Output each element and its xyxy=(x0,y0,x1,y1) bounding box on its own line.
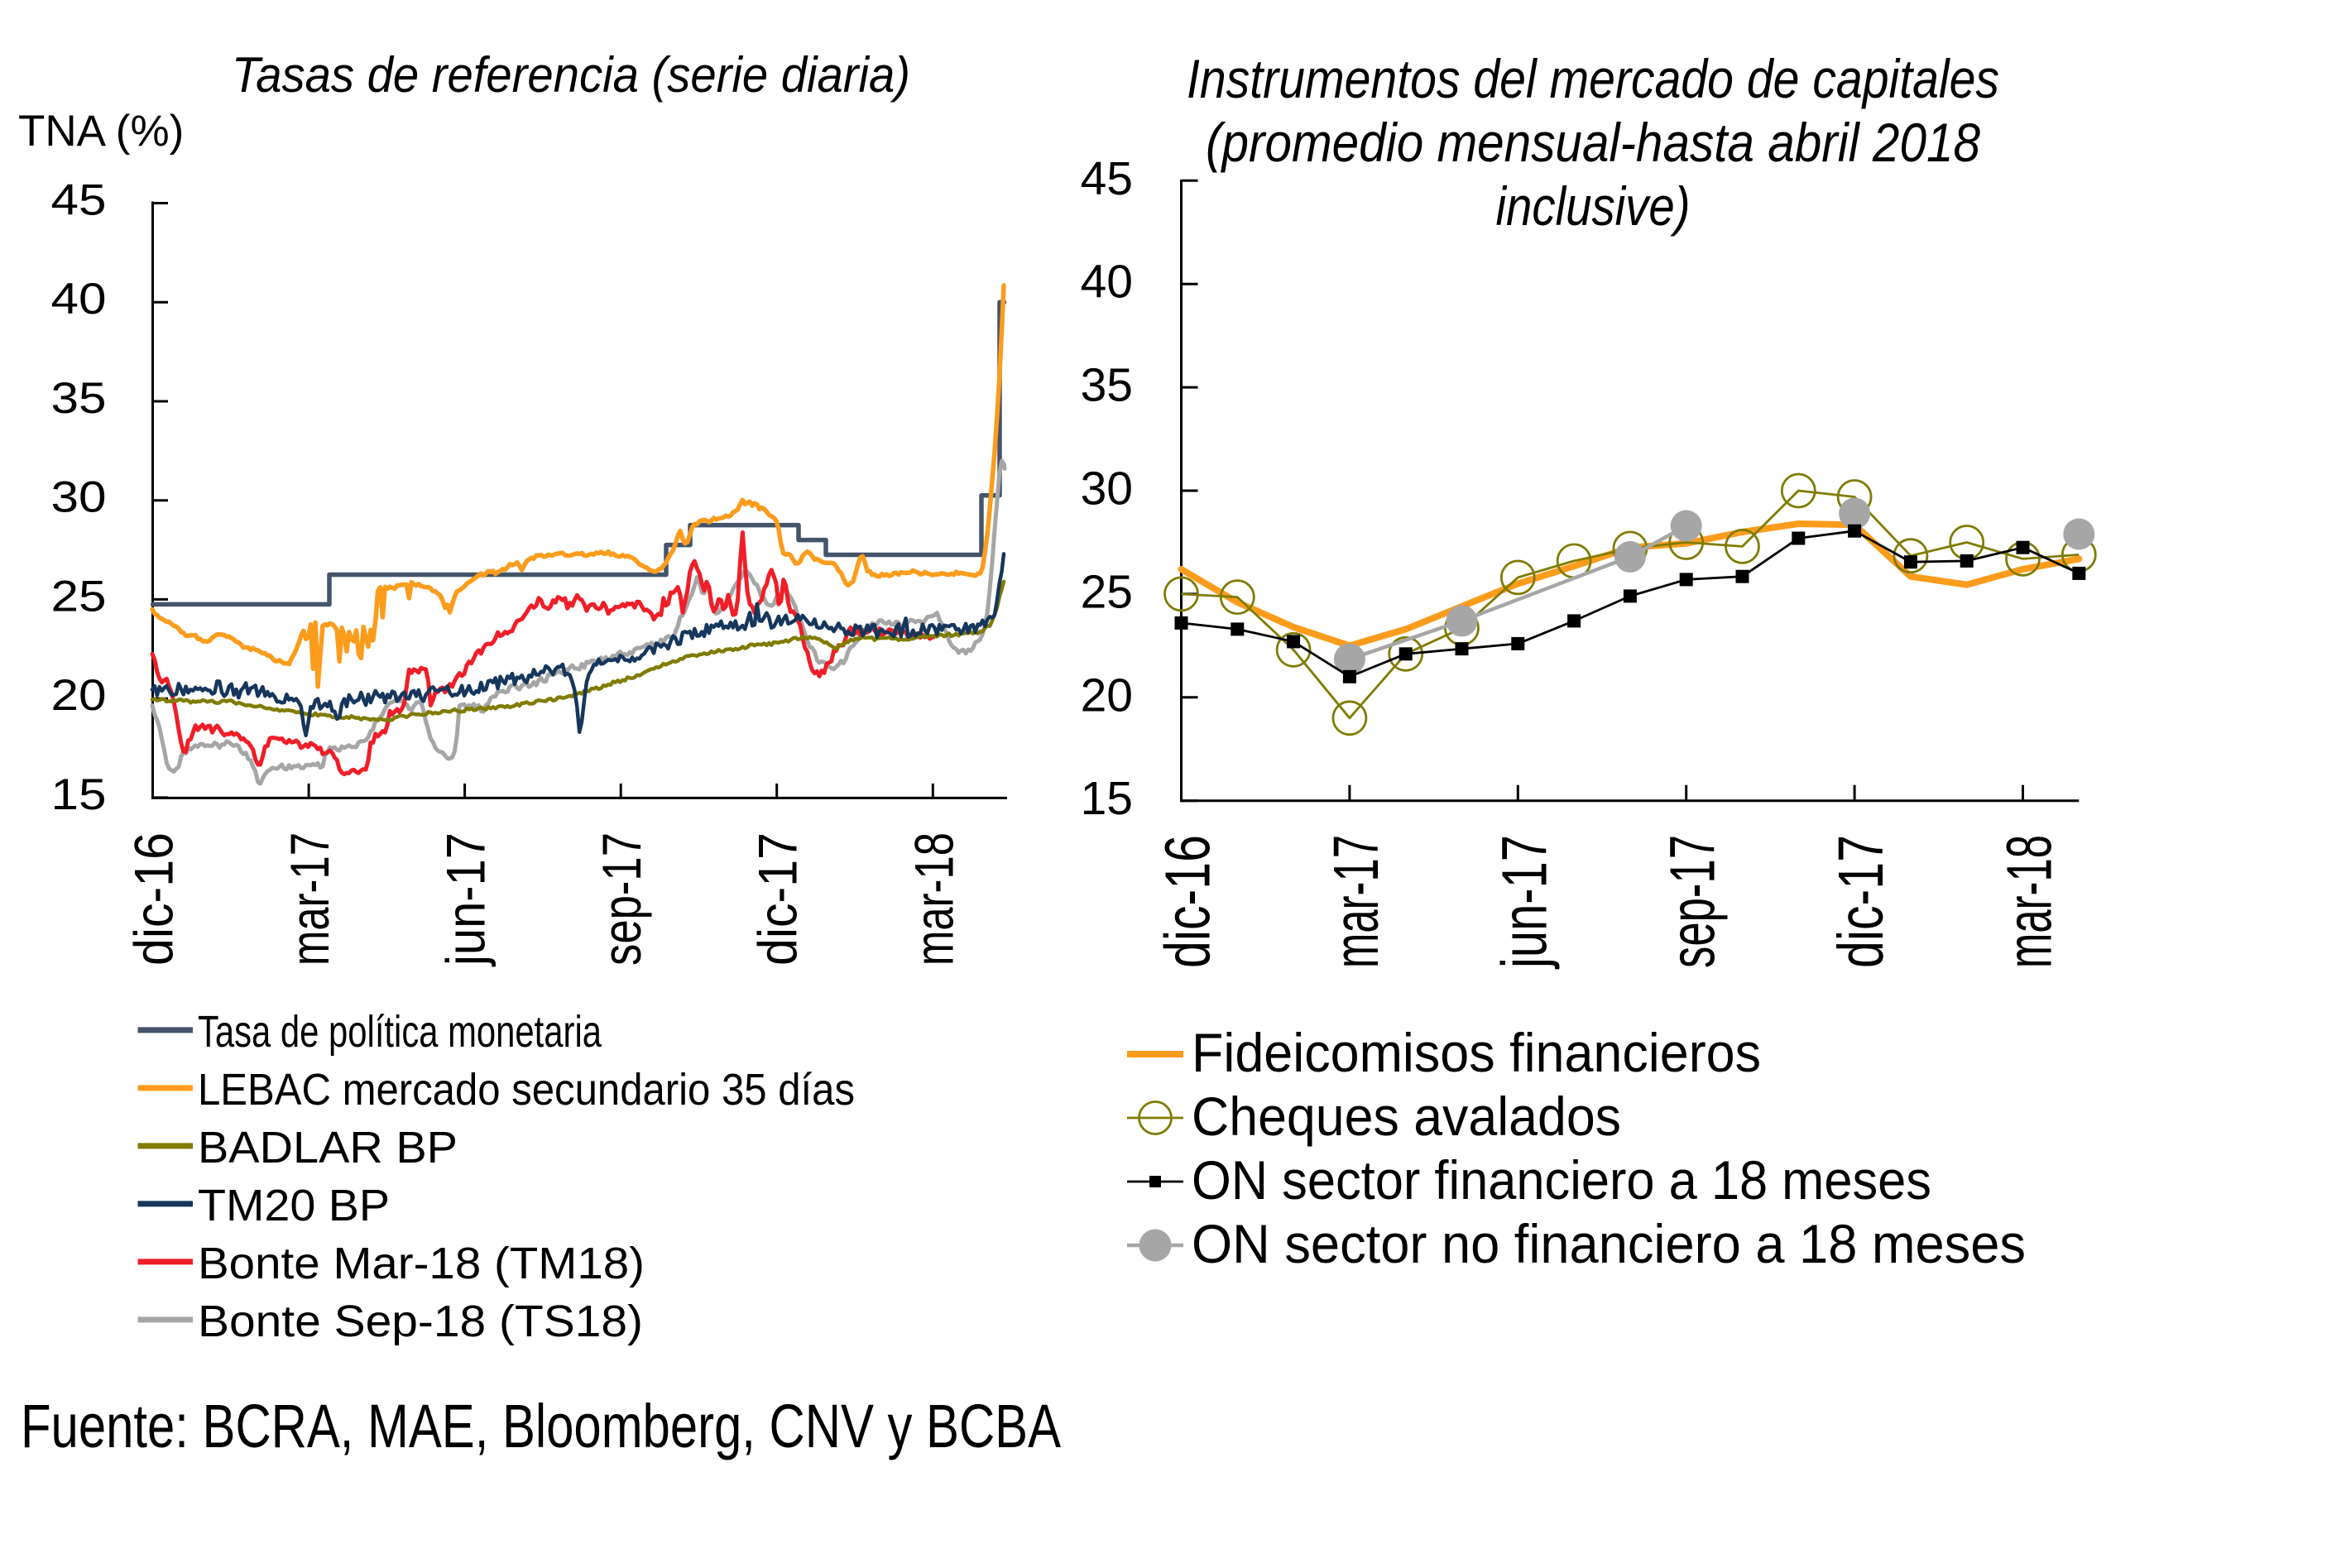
svg-text:20: 20 xyxy=(51,671,107,720)
svg-text:sep-17: sep-17 xyxy=(1658,835,1729,968)
svg-text:Fideicomisos financieros: Fideicomisos financieros xyxy=(1192,1022,1761,1083)
svg-text:jun-17: jun-17 xyxy=(1489,835,1560,970)
svg-text:(promedio mensual-hasta abril: (promedio mensual-hasta abril 2018 xyxy=(1206,112,1980,173)
svg-text:35: 35 xyxy=(51,374,107,423)
svg-text:dic-17: dic-17 xyxy=(747,832,808,966)
svg-text:ON sector financiero a 18 mese: ON sector financiero a 18 meses xyxy=(1192,1149,1931,1211)
svg-text:Bonte Mar-18 (TM18): Bonte Mar-18 (TM18) xyxy=(198,1239,645,1288)
svg-text:TM20 BP: TM20 BP xyxy=(198,1181,390,1230)
svg-text:35: 35 xyxy=(1081,359,1133,412)
svg-text:dic-16: dic-16 xyxy=(123,832,185,966)
svg-text:Bonte Sep-18 (TS18): Bonte Sep-18 (TS18) xyxy=(198,1297,643,1346)
svg-text:30: 30 xyxy=(1081,463,1133,515)
svg-text:Cheques avalados: Cheques avalados xyxy=(1192,1086,1621,1147)
svg-text:45: 45 xyxy=(1081,152,1133,205)
svg-text:40: 40 xyxy=(51,275,107,324)
svg-text:dic-16: dic-16 xyxy=(1153,835,1224,968)
svg-text:Instrumentos del mercado de ca: Instrumentos del mercado de capitales xyxy=(1187,48,1999,109)
svg-text:dic-17: dic-17 xyxy=(1825,835,1897,968)
svg-text:BADLAR BP: BADLAR BP xyxy=(198,1123,458,1172)
svg-text:15: 15 xyxy=(51,770,107,819)
svg-text:30: 30 xyxy=(51,473,107,522)
svg-text:Tasas de referencia (serie dia: Tasas de referencia (serie diaria) xyxy=(232,47,910,103)
svg-text:45: 45 xyxy=(51,176,107,225)
svg-text:mar-18: mar-18 xyxy=(903,832,964,966)
svg-text:15: 15 xyxy=(1081,772,1133,825)
svg-text:mar-17: mar-17 xyxy=(1321,835,1392,968)
svg-text:mar-17: mar-17 xyxy=(279,832,340,966)
svg-text:jun-17: jun-17 xyxy=(435,832,497,967)
svg-text:inclusive): inclusive) xyxy=(1496,175,1691,237)
svg-text:25: 25 xyxy=(51,572,107,621)
svg-text:TNA (%): TNA (%) xyxy=(18,107,184,156)
svg-text:Tasa de política monetaria: Tasa de política monetaria xyxy=(198,1007,602,1057)
svg-text:25: 25 xyxy=(1081,565,1133,618)
svg-text:Fuente: BCRA, MAE, Bloomberg,: Fuente: BCRA, MAE, Bloomberg, CNV y BCBA xyxy=(21,1392,1062,1460)
svg-text:20: 20 xyxy=(1081,669,1133,722)
svg-text:mar-18: mar-18 xyxy=(1994,835,2065,968)
svg-text:sep-17: sep-17 xyxy=(591,832,652,966)
svg-text:LEBAC mercado secundario 35 dí: LEBAC mercado secundario 35 días xyxy=(198,1065,855,1115)
svg-text:40: 40 xyxy=(1081,256,1133,309)
svg-text:ON sector no financiero a 18 m: ON sector no financiero a 18 meses xyxy=(1192,1213,2026,1274)
